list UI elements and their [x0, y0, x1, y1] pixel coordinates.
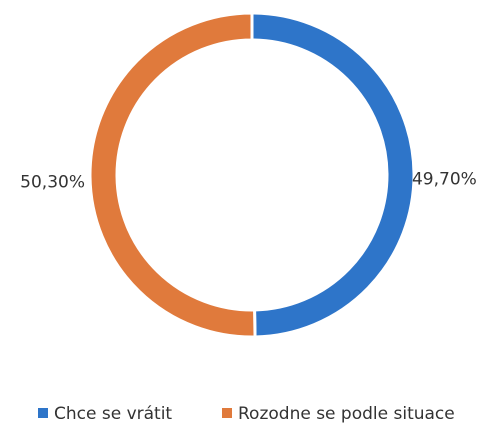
data-label: 50,30%	[20, 173, 85, 193]
legend-label: Rozodne se podle situace	[238, 404, 455, 424]
donut-segment	[250, 11, 416, 339]
legend-swatch	[38, 408, 48, 418]
donut-segment	[88, 11, 257, 339]
legend-label: Chce se vrátit	[54, 404, 172, 424]
data-label: 49,70%	[412, 169, 477, 189]
legend-swatch	[222, 408, 232, 418]
